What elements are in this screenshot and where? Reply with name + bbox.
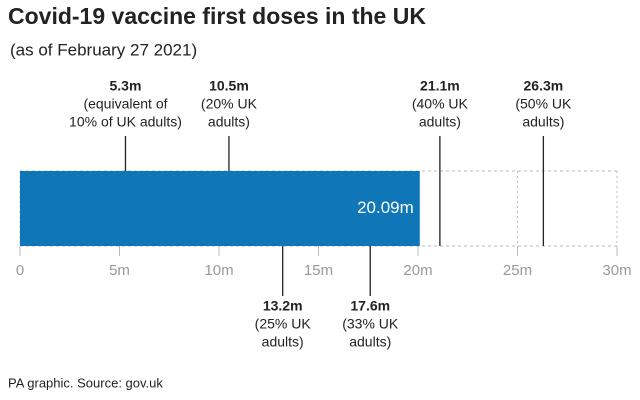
x-tick-label: 25m: [503, 262, 532, 279]
source: PA graphic. Source: gov.uk: [8, 375, 163, 390]
annotation-note: (20% UK: [201, 96, 258, 112]
annotation-label: 17.6m: [350, 298, 390, 314]
x-tick-label: 10m: [204, 262, 233, 279]
x-tick-label: 5m: [109, 262, 130, 279]
annotation-note: (33% UK: [342, 316, 399, 332]
annotation-note: adults): [349, 334, 391, 350]
annotation-note: (equivalent of: [83, 96, 167, 112]
annotation-note: adults): [522, 114, 564, 130]
x-tick-label: 0: [16, 262, 24, 279]
annotation-label: 5.3m: [110, 78, 142, 94]
annotation-label: 26.3m: [524, 78, 564, 94]
chart-subtitle: (as of February 27 2021): [10, 40, 197, 59]
annotation-note: 10% of UK adults): [69, 114, 182, 130]
x-tick-label: 20m: [403, 262, 432, 279]
annotation-note: adults): [419, 114, 461, 130]
annotation-note: adults): [208, 114, 250, 130]
x-tick-label: 30m: [602, 262, 631, 279]
annotation-label: 21.1m: [420, 78, 460, 94]
annotation-note: (25% UK: [255, 316, 312, 332]
annotation-note: adults): [262, 334, 304, 350]
annotation-label: 13.2m: [263, 298, 303, 314]
annotation-note: (50% UK: [515, 96, 572, 112]
annotation-note: (40% UK: [412, 96, 469, 112]
bar: [20, 171, 420, 246]
annotation-label: 10.5m: [209, 78, 249, 94]
chart-title: Covid-19 vaccine first doses in the UK: [8, 3, 426, 29]
value-label: 20.09m: [357, 198, 414, 217]
x-tick-label: 15m: [304, 262, 333, 279]
